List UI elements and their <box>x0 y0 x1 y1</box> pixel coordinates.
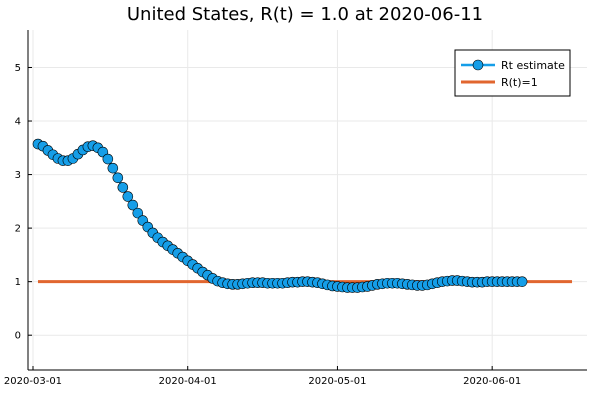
rt-estimate-point <box>102 153 114 165</box>
x-tick-label: 2020-03-01 <box>4 376 62 387</box>
rt-estimate-point <box>107 162 119 174</box>
series-layer <box>32 138 573 293</box>
x-tick-label: 2020-04-01 <box>159 376 217 387</box>
y-tick-label: 5 <box>15 63 21 74</box>
rt-estimate-point <box>112 172 124 184</box>
x-tick-label: 2020-06-01 <box>463 376 521 387</box>
chart-title: United States, R(t) = 1.0 at 2020-06-11 <box>127 4 483 25</box>
legend-box <box>454 49 571 97</box>
x-tick-label: 2020-05-01 <box>308 376 366 387</box>
y-tick-label: 4 <box>15 117 21 128</box>
rt-estimate-point <box>516 276 528 287</box>
y-tick-label: 1 <box>15 277 21 288</box>
rt-estimate-point <box>122 191 134 202</box>
rt-estimate-point <box>132 207 144 219</box>
y-tick-label: 0 <box>15 331 21 342</box>
axes-layer <box>27 30 587 371</box>
legend-label-reference: R(t)=1 <box>501 76 538 89</box>
ticks-layer: 2020-03-01 2020-04-01 2020-05-01 2020-06-01… <box>4 63 521 387</box>
legend-label-rt-estimate: Rt estimate <box>501 59 565 72</box>
legend: Rt estimate R(t)=1 <box>454 49 571 97</box>
rt-estimate-point <box>117 182 129 193</box>
rt-estimate-point <box>127 199 139 211</box>
y-tick-label: 3 <box>15 170 21 181</box>
legend-marker-rt-estimate <box>472 59 484 71</box>
y-tick-label: 2 <box>15 224 21 235</box>
